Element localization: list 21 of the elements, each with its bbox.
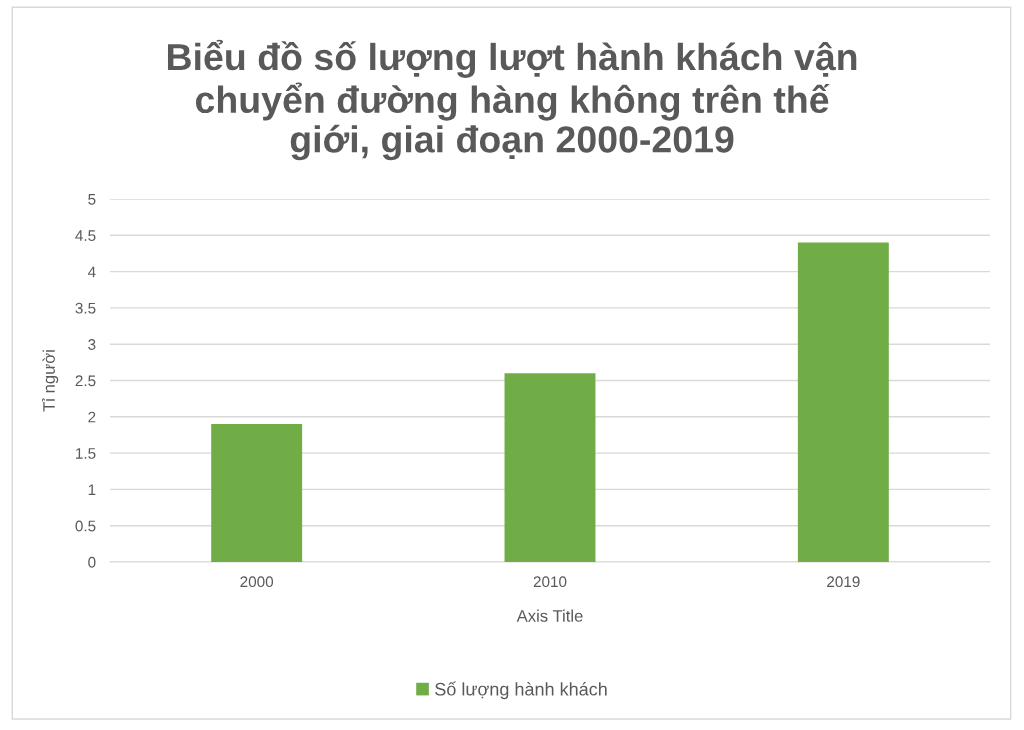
y-tick-label: 3.5: [75, 302, 96, 314]
y-tick-label: 0.5: [75, 520, 96, 532]
y-tick-label: 1: [88, 484, 96, 495]
y-tick-label: 4.5: [75, 230, 96, 241]
y-tick-label: 2: [88, 411, 96, 423]
x-axis-title: Axis Title: [516, 609, 583, 622]
y-tick-label: 3: [88, 339, 96, 350]
y-tick-label: 4: [87, 266, 96, 278]
bar: [504, 373, 596, 562]
chart-title: Biểu đồ số lượng lượt hành khách vận chuyển đường hàng không trên thế giới, giai đoạn 2000-2019: [167, 39, 857, 161]
bar: [797, 242, 889, 562]
x-tick-label: 2019: [827, 576, 860, 588]
legend-label: Số lượng hành khách: [435, 681, 607, 700]
x-tick-label: 2010: [533, 576, 567, 588]
x-tick-label: 2000: [240, 576, 274, 588]
bar: [211, 424, 303, 562]
y-tick-label: 2.5: [75, 375, 96, 387]
y-axis-title: Tỉ người: [42, 350, 59, 412]
y-tick-label: 5: [88, 194, 96, 205]
y-tick-label: 0: [88, 556, 96, 568]
y-tick-label: 1.5: [76, 448, 96, 459]
